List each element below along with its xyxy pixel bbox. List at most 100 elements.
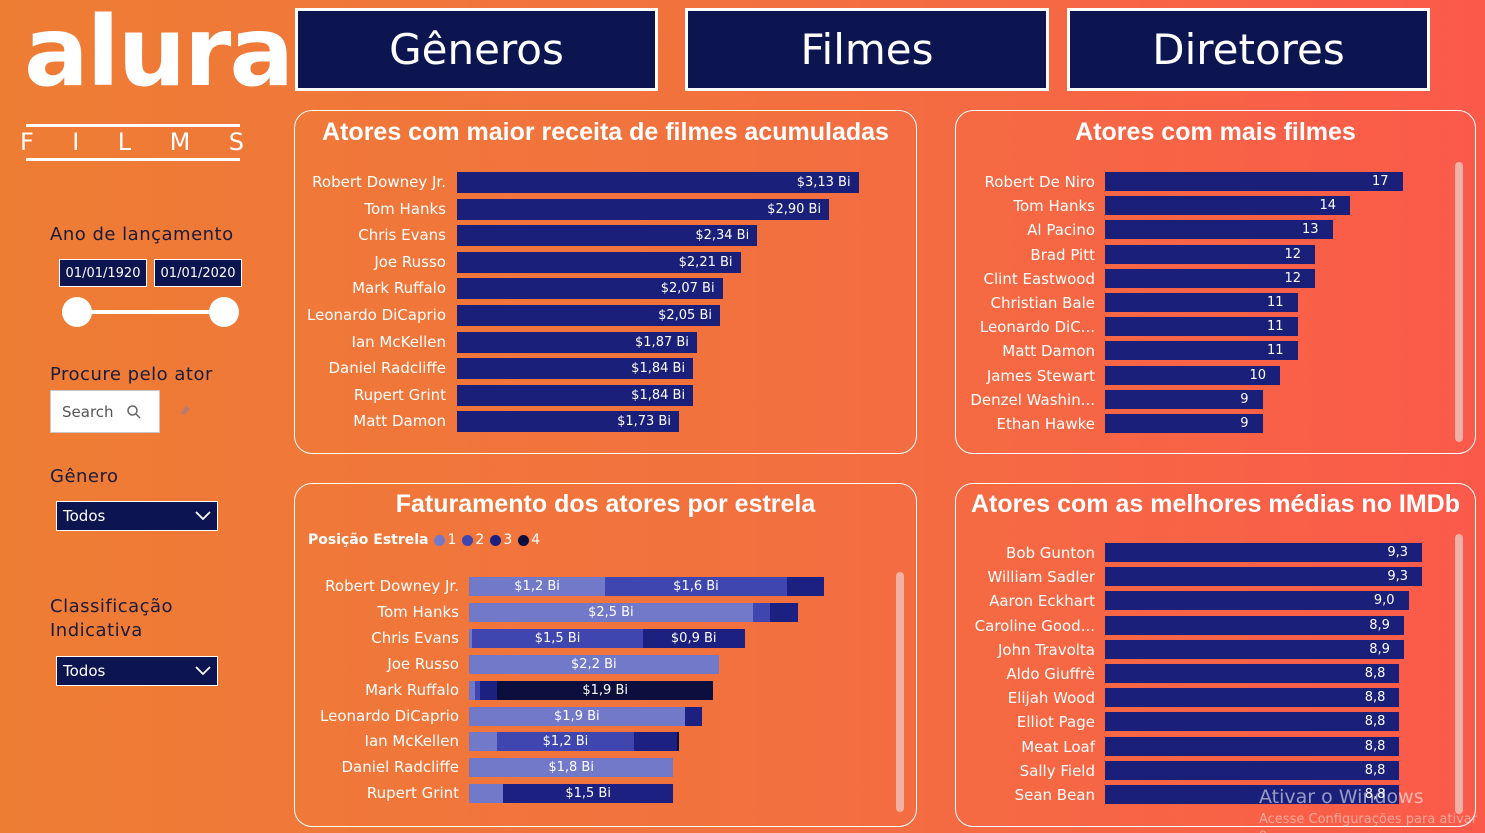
bar: 17 <box>1105 172 1403 191</box>
bar-segment-star-3 <box>633 732 677 752</box>
rating-filter-label-line1: Classificação <box>50 596 174 617</box>
bar-label: Mark Ruffalo <box>352 279 446 298</box>
bar-label: Daniel Radcliffe <box>341 758 459 777</box>
actor-search-label: Procure pelo ator <box>50 364 213 385</box>
bar-label: William Sadler <box>987 568 1095 587</box>
star-revenue-chart: Robert Downey Jr. $1,2 Bi $1,6 Bi Tom Hanks… <box>294 0 917 833</box>
bar: 8,8 <box>1105 712 1400 732</box>
logo-underline <box>26 158 240 161</box>
stacked-bar: $1,2 Bi $1,6 Bi <box>469 577 825 596</box>
stacked-bar: $1,5 Bi $0,9 Bi <box>469 628 745 648</box>
nav-generos-button[interactable]: Gêneros <box>295 8 658 91</box>
bar-label: Rupert Grint <box>366 784 459 803</box>
bar-label: Ian McKellen <box>364 732 459 751</box>
most-films-scrollbar[interactable] <box>1455 162 1463 442</box>
legend-item-1: 1 <box>447 532 457 548</box>
bar-label: Sean Bean <box>1014 786 1095 804</box>
bar: $2,34 Bi <box>457 225 758 247</box>
bar-label: Bob Gunton <box>1006 544 1095 562</box>
eraser-icon[interactable] <box>178 404 192 416</box>
legend-item-2: 2 <box>475 532 485 548</box>
bar-segment-star-4 <box>676 732 679 752</box>
imdb-chart: Bob Gunton 9,3 William Sadler 9,3 Aaron Eckh… <box>955 0 1476 833</box>
stacked-bar: $1,5 Bi <box>469 784 674 804</box>
bar-label: Leonardo DiCaprio <box>307 306 446 324</box>
legend-dot-2 <box>462 534 474 546</box>
bar-label: Meat Loaf <box>1021 737 1095 756</box>
star-revenue-scrollbar[interactable] <box>896 572 904 812</box>
bar: $2,21 Bi <box>457 251 741 273</box>
bar-segment-star-1 <box>469 628 473 648</box>
stacked-bar: $1,9 Bi <box>469 706 702 726</box>
bar-label: Robert Downey Jr. <box>325 577 459 595</box>
revenue-panel <box>294 110 917 454</box>
bar-segment-star-3 <box>786 577 825 596</box>
bar-label: Ian McKellen <box>351 332 446 351</box>
year-slider-track[interactable] <box>76 310 224 314</box>
year-slider-end-handle[interactable] <box>209 297 239 327</box>
bar: $2,07 Bi <box>457 278 723 300</box>
legend-dot-3 <box>490 534 502 546</box>
bar-segment-star-3: $1,5 Bi <box>503 784 674 804</box>
bar-segment-star-1: $1,9 Bi <box>469 706 685 726</box>
bar-label: Tom Hanks <box>1013 197 1095 216</box>
nav-diretores-button[interactable]: Diretores <box>1067 8 1430 91</box>
windows-activation-subtext: Acesse Configurações para ativar o <box>1259 812 1478 833</box>
stacked-bar: $2,5 Bi <box>469 602 799 622</box>
legend-dot-1 <box>434 534 446 546</box>
bar: 9,0 <box>1105 591 1409 611</box>
bar: $2,05 Bi <box>457 305 720 326</box>
bar-segment-star-3 <box>684 706 702 726</box>
bar-segment-star-2 <box>752 602 770 622</box>
bar-segment-star-3 <box>480 680 498 700</box>
rating-dropdown[interactable]: Todos <box>56 656 218 686</box>
bar-label: Joe Russo <box>387 654 459 673</box>
chevron-down-icon <box>195 511 211 521</box>
bar-label: Sally Field <box>1019 761 1095 780</box>
bar-label: Chris Evans <box>358 226 446 245</box>
bar: 8,8 <box>1105 736 1400 756</box>
bar-segment-star-4: $1,9 Bi <box>497 680 713 700</box>
bar-label: Ethan Hawke <box>996 415 1095 433</box>
start-date-input[interactable]: 01/01/1920 <box>59 259 147 287</box>
bar: 8,9 <box>1105 615 1404 635</box>
bar-label: Chris Evans <box>371 628 459 647</box>
imdb-panel <box>955 483 1476 827</box>
bar-label: Mark Ruffalo <box>365 680 459 699</box>
bar-label: Matt Damon <box>353 412 446 431</box>
most-films-panel <box>955 110 1476 454</box>
imdb-scrollbar[interactable] <box>1455 534 1463 814</box>
bar-label: Aaron Eckhart <box>989 592 1095 611</box>
end-date-input[interactable]: 01/01/2020 <box>154 259 242 287</box>
actor-search-input[interactable]: Search <box>50 390 160 433</box>
bar: 9 <box>1105 414 1263 433</box>
bar-segment-star-1: $1,2 Bi <box>469 577 606 596</box>
bar: 12 <box>1105 244 1315 264</box>
logo-divider <box>26 124 240 127</box>
stacked-bar: $1,9 Bi <box>469 680 713 700</box>
most-films-chart-title: Atores com mais filmes <box>1075 118 1356 146</box>
revenue-chart-title: Atores com maior receita de filmes acumu… <box>322 118 889 146</box>
bar-segment-star-2: $1,6 Bi <box>605 577 787 596</box>
bar-label: Christian Bale <box>990 294 1095 312</box>
bar-segment-star-3: $0,9 Bi <box>642 628 745 648</box>
bar-segment-star-1 <box>469 680 475 700</box>
bar-segment-star-1: $2,5 Bi <box>469 602 753 622</box>
bar-label: Tom Hanks <box>364 199 446 218</box>
chevron-down-icon <box>195 666 211 676</box>
bar: 8,8 <box>1105 785 1400 804</box>
stacked-bar: $1,2 Bi <box>469 732 679 752</box>
bar-segment-star-3 <box>769 602 799 622</box>
year-slider-start-handle[interactable] <box>62 297 92 327</box>
star-position-legend: Posição Estrela 1 2 3 4 <box>308 532 540 548</box>
nav-filmes-button[interactable]: Filmes <box>685 8 1049 91</box>
legend-dot-4 <box>518 534 530 546</box>
bar-label: Elliot Page <box>1016 713 1095 732</box>
bar: 8,8 <box>1105 760 1400 780</box>
bar-segment-star-1: $1,8 Bi <box>469 758 674 778</box>
bar-segment-star-1 <box>469 784 504 804</box>
bar: 10 <box>1105 365 1280 385</box>
bar-label: Leonardo DiCaprio <box>320 706 459 725</box>
logo-subtitle: F I L M S <box>20 128 244 156</box>
genre-dropdown[interactable]: Todos <box>56 501 218 531</box>
